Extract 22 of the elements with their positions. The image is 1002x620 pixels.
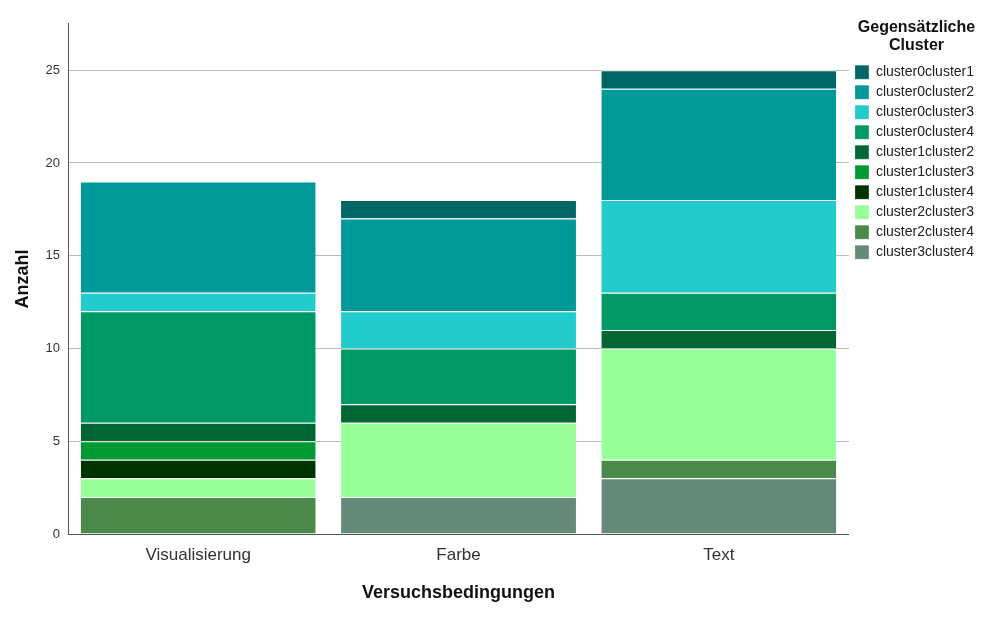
legend-label: cluster3cluster4 (875, 243, 975, 260)
y-tick-label: 0 (52, 525, 61, 541)
legend-label: cluster0cluster1 (875, 63, 975, 80)
legend-label: cluster1cluster2 (875, 143, 975, 160)
x-tick-label: Visualisierung (145, 544, 251, 564)
legend-label: cluster1cluster4 (875, 183, 975, 200)
legend-label: cluster2cluster4 (875, 223, 975, 240)
y-axis-title: Anzahl (11, 249, 32, 309)
legend-label: cluster2cluster3 (875, 203, 975, 220)
y-tick-label: 10 (45, 340, 61, 356)
x-tick-label: Farbe (436, 544, 481, 564)
y-tick-label: 25 (45, 61, 61, 77)
x-axis-title: Versuchsbedingungen (361, 582, 556, 603)
legend-title: Gegensätzliche Cluster (857, 18, 976, 54)
y-tick-label: 20 (45, 154, 61, 170)
y-tick-label: 15 (45, 247, 61, 263)
legend-label: cluster0cluster4 (875, 123, 975, 140)
x-tick-label: Text (703, 544, 735, 564)
y-tick-label: 5 (52, 432, 61, 448)
legend-label: cluster1cluster3 (875, 163, 975, 180)
legend-label: cluster0cluster3 (875, 103, 975, 120)
legend-label: cluster0cluster2 (875, 83, 975, 100)
